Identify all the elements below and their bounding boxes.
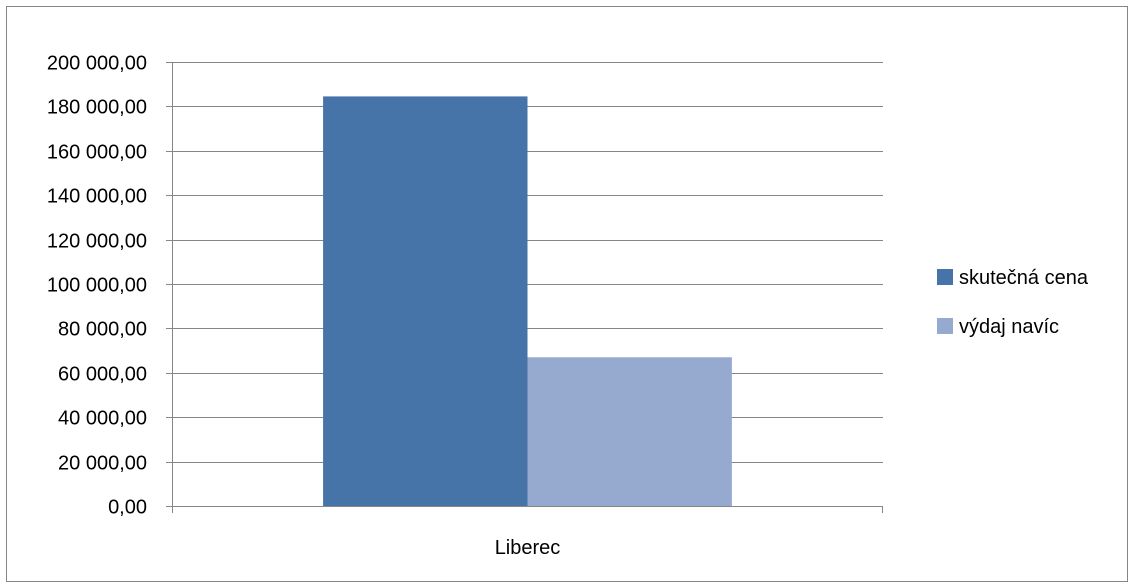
y-tick-label: 120 000,00: [47, 231, 147, 253]
y-tick-label: 160 000,00: [47, 142, 147, 164]
y-tick-label: 0,00: [108, 497, 147, 519]
legend-swatch: [937, 318, 953, 334]
tick-labels: 0,00 20 000,00 40 000,00 60 000,00 80 000,00…: [47, 53, 560, 560]
y-tick-label: 100 000,00: [47, 275, 147, 297]
y-tick-label: 180 000,00: [47, 97, 147, 119]
x-category-label: Liberec: [495, 537, 561, 559]
legend-label: výdaj navíc: [959, 316, 1059, 338]
y-tick-label: 20 000,00: [58, 453, 147, 475]
axes: [166, 62, 883, 513]
y-tick-label: 140 000,00: [47, 186, 147, 208]
y-tick-label: 80 000,00: [58, 319, 147, 341]
y-tick-label: 40 000,00: [58, 408, 147, 430]
bar: [323, 96, 528, 506]
y-tick-label: 200 000,00: [47, 53, 147, 75]
y-tick-label: 60 000,00: [58, 364, 147, 386]
legend-label: skutečná cena: [959, 267, 1089, 289]
legend: skutečná cena výdaj navíc: [937, 267, 1089, 338]
legend-swatch: [937, 269, 953, 285]
bars: [323, 96, 732, 506]
bar: [527, 357, 732, 506]
